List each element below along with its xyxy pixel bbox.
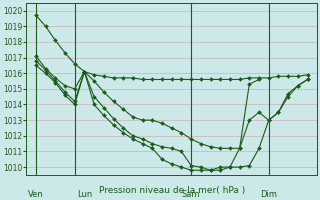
Text: Dim: Dim <box>260 190 277 199</box>
Text: Lun: Lun <box>77 190 92 199</box>
Text: Sam: Sam <box>182 190 200 199</box>
X-axis label: Pression niveau de la mer( hPa ): Pression niveau de la mer( hPa ) <box>99 186 245 195</box>
Text: Ven: Ven <box>28 190 44 199</box>
